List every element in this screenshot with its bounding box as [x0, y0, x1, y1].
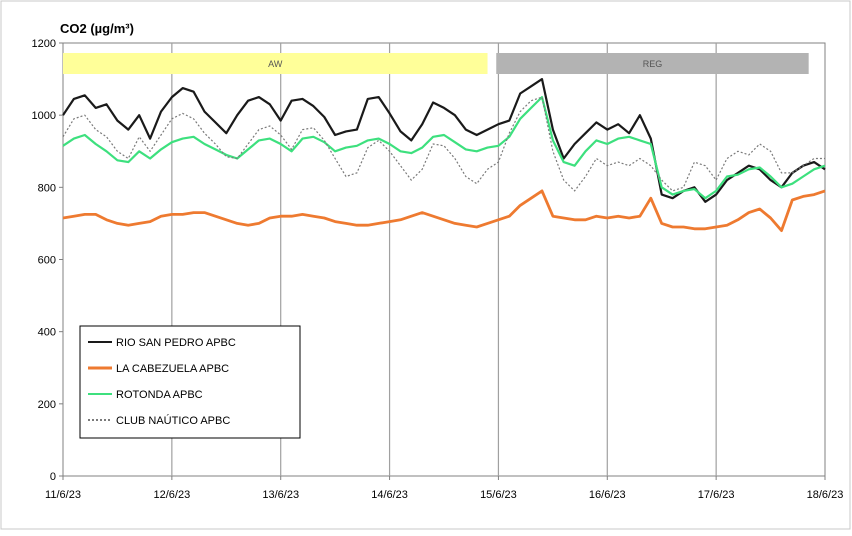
series-line-1	[62, 189, 826, 233]
x-tick-label-7: 18/6/23	[807, 489, 844, 501]
legend-label-3: CLUB NAÚTICO APBC	[116, 414, 230, 427]
y-tick-label-1200: 1200	[32, 38, 56, 50]
y-tick-label-1000: 1000	[32, 110, 56, 122]
series-line-3	[62, 96, 825, 192]
grid-lines	[171, 43, 717, 476]
legend: RIO SAN PEDRO APBC LA CABEZUELA APBC ROTON…	[79, 325, 301, 439]
legend-box	[79, 325, 301, 439]
x-tick-label-1: 12/6/23	[154, 489, 191, 501]
period-label-aw: AW	[268, 59, 283, 69]
x-tick-label-0: 11/6/23	[45, 489, 81, 501]
y-tick-label-600: 600	[38, 255, 56, 267]
y-tick-label-0: 0	[50, 471, 56, 483]
legend-label-2: ROTONDA APBC	[116, 389, 203, 401]
x-tick-label-6: 17/6/23	[698, 489, 735, 501]
legend-label-0: RIO SAN PEDRO APBC	[116, 337, 236, 349]
y-tick-label-200: 200	[38, 399, 56, 411]
series-lines	[62, 77, 826, 233]
axes: 0 200 400 600 800 1000 1200 11/6/23 12/6/23 13/6/…	[32, 38, 844, 501]
period-band-aw	[63, 53, 488, 74]
y-tick-label-400: 400	[38, 327, 56, 339]
series-line-2	[62, 95, 826, 200]
y-tick-label-800: 800	[38, 182, 56, 194]
period-bands: AW REG	[63, 53, 809, 74]
period-band-reg	[496, 53, 809, 74]
legend-label-1: LA CABEZUELA APBC	[116, 363, 229, 375]
period-label-reg: REG	[643, 59, 663, 69]
chart-title: CO2 (µg/m³)	[60, 21, 134, 36]
x-tick-label-2: 13/6/23	[262, 489, 299, 501]
x-tick-label-3: 14/6/23	[371, 489, 408, 501]
x-tick-label-4: 15/6/23	[480, 489, 517, 501]
x-tick-label-5: 16/6/23	[589, 489, 626, 501]
